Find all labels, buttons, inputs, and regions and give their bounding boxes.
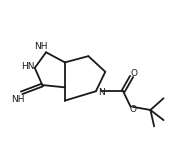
Text: HN: HN xyxy=(21,62,34,71)
Text: NH: NH xyxy=(34,42,48,51)
Text: NH: NH xyxy=(11,95,25,104)
Text: O: O xyxy=(130,69,137,78)
Text: O: O xyxy=(129,105,136,114)
Text: N: N xyxy=(98,88,105,97)
